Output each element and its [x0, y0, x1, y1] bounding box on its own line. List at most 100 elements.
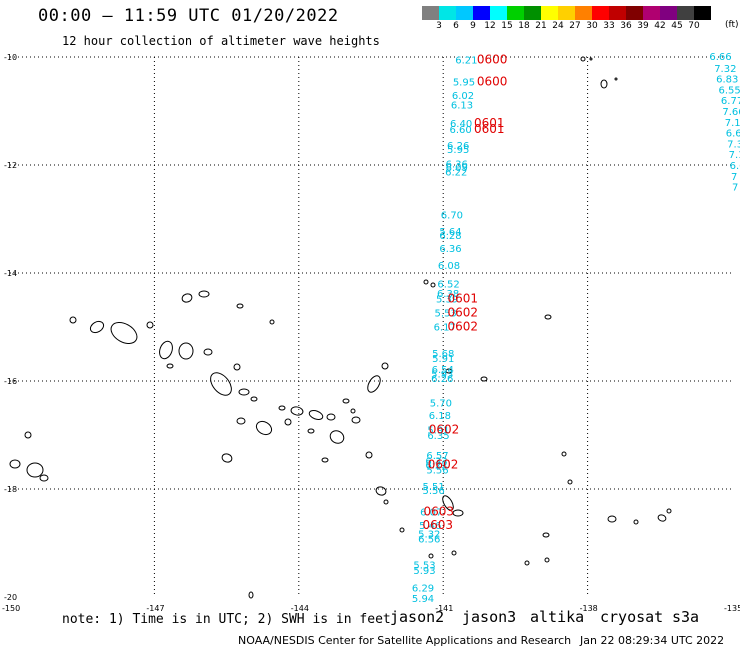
island-outline — [24, 431, 32, 439]
swh-value: 6.36 — [439, 244, 461, 255]
island-outline — [351, 416, 361, 424]
legend-swatch — [626, 6, 643, 20]
time-label: 0601 — [448, 291, 479, 305]
legend-swatch — [490, 6, 507, 20]
legend-label: 15 — [501, 21, 513, 31]
legend-label: 18 — [518, 21, 530, 31]
swh-value: 6.29 — [412, 583, 434, 594]
lat-tick-label: -12 — [4, 161, 17, 170]
satellite-jason3: jason3 — [462, 608, 517, 626]
swh-value: 7.14 — [729, 150, 740, 161]
swh-value: 6.40 — [450, 119, 472, 130]
legend-swatch — [541, 6, 558, 20]
island-outline — [442, 495, 454, 511]
time-label: 0600 — [477, 74, 508, 88]
swh-value: 6.77 — [721, 96, 740, 107]
legend-label: 6 — [453, 21, 459, 31]
swh-value: 7 — [731, 172, 737, 183]
swh-value: 6.36 — [446, 159, 468, 170]
swh-value: 5.46 — [419, 521, 441, 532]
island-outline — [452, 509, 464, 517]
legend-label: 33 — [603, 21, 615, 31]
swh-value: 5.56 — [423, 486, 445, 497]
swh-value: 7.32 — [714, 64, 736, 75]
footnote: note: 1) Time is in UTC; 2) SWH is in fe… — [62, 612, 391, 627]
island-outline — [451, 550, 457, 556]
island-outline — [146, 321, 154, 329]
legend-swatch — [422, 6, 439, 20]
swh-value: 6.38 — [437, 289, 459, 300]
island-outline — [255, 420, 273, 436]
swh-value: 6.65 — [726, 129, 740, 140]
swh-value: 6.6 — [730, 161, 740, 172]
time-label: 0600 — [477, 53, 508, 67]
swh-value: 6.18 — [429, 411, 451, 422]
map-title: 00:00 – 11:59 UTC 01/20/2022 — [38, 6, 339, 26]
island-outline — [166, 363, 174, 369]
island-outline — [607, 515, 617, 523]
swh-value: 6.09 — [446, 163, 468, 174]
island-outline — [248, 591, 254, 599]
lat-tick-label: -18 — [4, 485, 17, 494]
island-outline — [233, 363, 241, 371]
legend-label: 30 — [586, 21, 598, 31]
island-outline — [326, 413, 336, 421]
legend-swatch — [473, 6, 490, 20]
lon-tick-label: -141 — [435, 604, 453, 613]
time-label: 0601 — [474, 122, 505, 136]
island-outline — [9, 459, 21, 469]
swh-value: 6.33 — [425, 456, 447, 467]
swh-value: 5.95 — [447, 145, 469, 156]
island-outline — [589, 57, 593, 61]
island-outline — [544, 314, 552, 320]
swh-value: 6.28 — [439, 231, 461, 242]
swh-value: 5.53 — [435, 308, 457, 319]
swh-value: 6.70 — [441, 211, 463, 222]
swh-value: 5.93 — [413, 566, 435, 577]
island-outline — [614, 77, 618, 81]
island-outlines — [9, 56, 672, 599]
swh-value: 5.56 — [426, 466, 448, 477]
swh-value: 5.32 — [418, 529, 440, 540]
swh-value: 6.52 — [437, 279, 459, 290]
swh-value: 6.22 — [425, 461, 447, 472]
swh-value: 7.66 — [722, 107, 740, 118]
time-label: 0601 — [474, 116, 505, 130]
island-outline — [308, 410, 324, 420]
swh-value: 6.17 — [434, 322, 456, 333]
legend-label: 36 — [620, 21, 632, 31]
lon-tick-label: -135 — [724, 604, 740, 613]
legend-label: 12 — [484, 21, 496, 31]
time-label: 0602 — [428, 458, 459, 472]
satellite-jason2: jason2 — [390, 608, 445, 626]
lat-tick-label: -10 — [4, 53, 17, 62]
legend-swatch — [558, 6, 575, 20]
island-outline — [321, 457, 329, 463]
island-outline — [236, 303, 244, 309]
legend-swatch — [609, 6, 626, 20]
island-outline — [159, 340, 173, 360]
swh-value: 7.37 — [727, 139, 740, 150]
swh-value: 6.57 — [426, 451, 448, 462]
swh-value: 6.60 — [449, 125, 471, 136]
island-outline — [561, 451, 567, 457]
time-label: 0603 — [423, 518, 454, 532]
island-outline — [524, 560, 530, 566]
island-outline — [367, 375, 381, 393]
island-outline — [69, 316, 77, 324]
swh-value: 6.56 — [418, 535, 440, 546]
island-outline — [278, 405, 286, 411]
swh-value-labels: 6.215.956.026.136.406.606.265.956.366.09… — [412, 52, 740, 605]
lon-tick-label: -144 — [291, 604, 309, 613]
legend-label: 39 — [637, 21, 649, 31]
swh-value: 6.02 — [452, 91, 474, 102]
island-outline — [580, 56, 586, 62]
island-outline — [430, 282, 436, 288]
legend-label: 27 — [569, 21, 581, 31]
lon-tick-label: -138 — [580, 604, 598, 613]
swh-value: 6.22 — [445, 167, 467, 178]
legend-label: 45 — [671, 21, 683, 31]
island-outline — [238, 388, 250, 396]
island-outline — [250, 396, 258, 402]
